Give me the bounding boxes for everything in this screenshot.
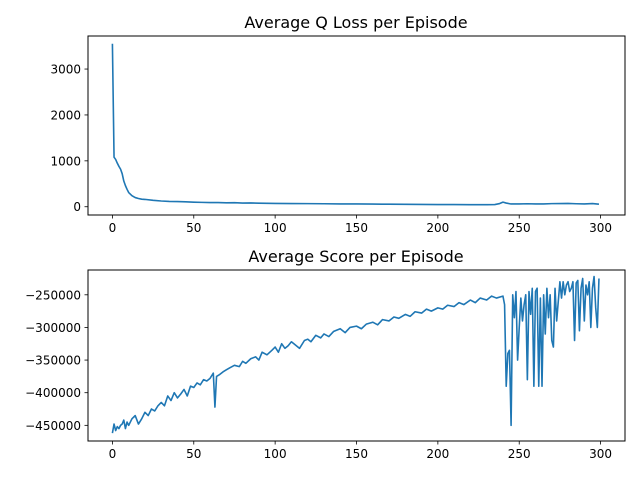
x-tick-label: 0 <box>109 447 117 461</box>
series-line <box>111 43 600 206</box>
x-tick-label: 300 <box>589 447 612 461</box>
x-tick-label: 100 <box>264 221 287 235</box>
x-tick-label: 300 <box>589 221 612 235</box>
y-tick-label: 3000 <box>50 63 81 77</box>
x-tick-label: 250 <box>508 221 531 235</box>
chart-score: Average Score per Episode 0 50 100 150 200 25… <box>25 247 626 461</box>
y-tick-label: 2000 <box>50 108 81 122</box>
y-tick-label: −400000 <box>25 386 81 400</box>
x-tick-label: 200 <box>426 221 449 235</box>
y-tick-label: −250000 <box>25 288 81 302</box>
x-tick-label: 50 <box>186 447 201 461</box>
tick-group: 0 50 100 150 200 250 300 −450000 −400000 −350000 −… <box>25 288 612 461</box>
x-tick-label: 0 <box>109 221 117 235</box>
x-tick-label: 150 <box>345 447 368 461</box>
series-line <box>111 275 600 434</box>
y-tick-label: 1000 <box>50 154 81 168</box>
x-tick-label: 100 <box>264 447 287 461</box>
chart-q-loss: Average Q Loss per Episode 0 50 100 150 200 2… <box>50 13 626 235</box>
x-tick-label: 50 <box>186 221 201 235</box>
y-tick-label: 0 <box>73 200 81 214</box>
x-tick-label: 150 <box>345 221 368 235</box>
x-tick-label: 200 <box>426 447 449 461</box>
y-tick-label: −350000 <box>25 354 81 368</box>
y-tick-label: −450000 <box>25 419 81 433</box>
chart-title: Average Score per Episode <box>248 247 463 266</box>
x-tick-label: 250 <box>508 447 531 461</box>
y-tick-label: −300000 <box>25 321 81 335</box>
chart-title: Average Q Loss per Episode <box>244 13 467 32</box>
